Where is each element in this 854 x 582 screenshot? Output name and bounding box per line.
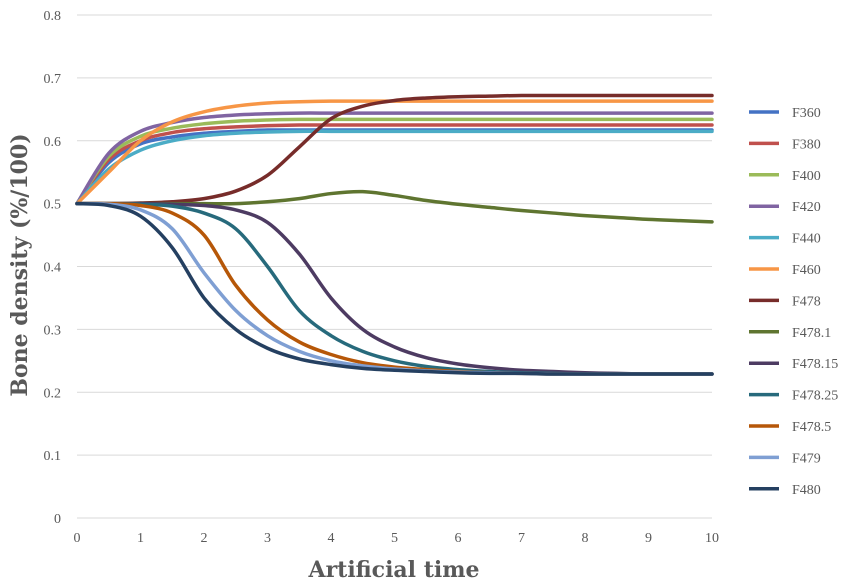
x-tick-label: 8: [582, 531, 589, 546]
series-line-f400: [75, 117, 714, 206]
legend-item: F478.15: [749, 357, 838, 372]
legend-item: F478.1: [749, 326, 831, 341]
legend-label: F478.15: [792, 357, 838, 372]
y-tick-label: 0.4: [44, 261, 62, 276]
y-tick-label: 0: [54, 512, 61, 527]
legend-item: F400: [749, 169, 821, 184]
legend-label: F420: [792, 200, 821, 215]
legend-item: F360: [749, 106, 821, 121]
x-tick-label: 0: [74, 531, 81, 546]
series-line-f420: [75, 111, 714, 206]
legend-label: F380: [792, 137, 821, 152]
x-tick-label: 2: [201, 531, 208, 546]
x-tick-label: 6: [455, 531, 462, 546]
legend-item: F380: [749, 137, 821, 152]
y-tick-label: 0.7: [44, 72, 62, 87]
series-lines: [75, 93, 714, 376]
legend-item: F480: [749, 483, 821, 498]
legend-item: F479: [749, 451, 821, 466]
x-tick-label: 10: [705, 531, 719, 546]
legend-label: F478.25: [792, 389, 838, 404]
series-line-f380: [75, 123, 714, 206]
legend-label: F480: [792, 483, 821, 498]
series-line-f440: [75, 129, 714, 206]
y-tick-label: 0.5: [44, 198, 62, 213]
series-line-f480: [75, 201, 714, 376]
legend-item: F478.5: [749, 420, 831, 435]
legend-item: F420: [749, 200, 821, 215]
y-tick-label: 0.2: [44, 386, 62, 401]
legend-label: F478.5: [792, 420, 831, 435]
legend-label: F460: [792, 263, 821, 278]
x-tick-label: 3: [264, 531, 271, 546]
legend-label: F478.1: [792, 326, 831, 341]
series-line-f478: [75, 93, 714, 206]
x-tick-label: 7: [518, 531, 525, 546]
y-tick-label: 0.6: [44, 135, 62, 150]
gridlines: [77, 14, 712, 519]
legend-label: F360: [792, 106, 821, 121]
legend-item: F478: [749, 294, 821, 309]
legend-item: F440: [749, 232, 821, 247]
legend-item: F478.25: [749, 389, 838, 404]
x-tick-label: 9: [645, 531, 652, 546]
legend-label: F478: [792, 294, 821, 309]
legend-label: F479: [792, 451, 821, 466]
y-axis-title: Bone density (%/100): [7, 133, 33, 396]
x-axis-title: Artificial time: [308, 557, 480, 582]
x-tick-labels: 0 1 2 3 4 5 6 7 8 9 10: [74, 531, 720, 546]
x-tick-label: 5: [391, 531, 398, 546]
legend-label: F400: [792, 169, 821, 184]
legend: F360 F380 F400 F420 F440 F460 F478 F478.1 F478.1…: [749, 106, 838, 498]
y-tick-label: 0.1: [44, 449, 62, 464]
y-tick-label: 0.8: [44, 9, 62, 24]
y-tick-labels: 0 0.1 0.2 0.3 0.4 0.5 0.6 0.7 0.8: [44, 9, 62, 527]
x-tick-label: 4: [328, 531, 335, 546]
x-tick-label: 1: [137, 531, 144, 546]
legend-item: F460: [749, 263, 821, 278]
series-line-f460: [75, 99, 714, 206]
y-tick-label: 0.3: [44, 323, 62, 338]
legend-label: F440: [792, 232, 821, 247]
